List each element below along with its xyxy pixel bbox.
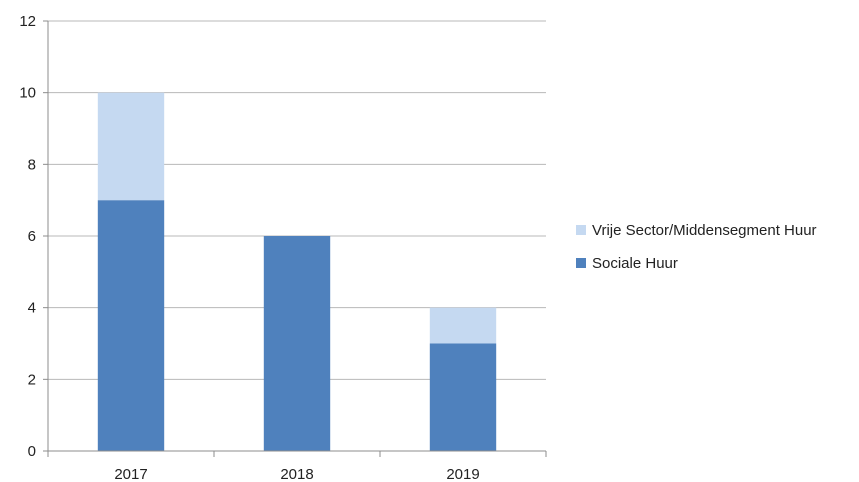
bar-sociale-huur-2019 <box>429 343 497 451</box>
y-tick-label: 6 <box>28 228 36 245</box>
x-tick-label: 2019 <box>446 466 479 482</box>
x-tick-label: 2018 <box>280 466 313 482</box>
y-tick-label: 8 <box>28 156 36 173</box>
legend-swatch-vrije-sector-middensegment-huur <box>576 225 586 235</box>
legend-swatch-sociale-huur <box>576 258 586 268</box>
bars <box>97 92 497 451</box>
y-tick-label: 4 <box>28 300 36 317</box>
legend-label: Vrije Sector/Middensegment Huur <box>592 222 817 239</box>
legend-label: Sociale Huur <box>592 255 678 272</box>
y-tick-label: 12 <box>19 13 36 30</box>
x-tick-labels: 2017 2018 2019 <box>114 466 479 482</box>
y-tick-label: 0 <box>28 443 36 460</box>
x-tick-label: 2017 <box>114 466 147 482</box>
y-tick-label: 2 <box>28 371 36 388</box>
axes <box>43 20 547 457</box>
bar-sociale-huur-2018 <box>263 236 331 451</box>
bar-vrije-sector-middensegment-huur-2017 <box>97 92 165 201</box>
legend: Vrije Sector/Middensegment Huur Sociale H… <box>576 222 817 272</box>
y-tick-label: 10 <box>19 85 36 102</box>
y-tick-labels: 0 2 4 6 8 10 12 <box>19 13 36 460</box>
bar-vrije-sector-middensegment-huur-2019 <box>429 307 497 344</box>
bar-sociale-huur-2017 <box>97 200 165 451</box>
